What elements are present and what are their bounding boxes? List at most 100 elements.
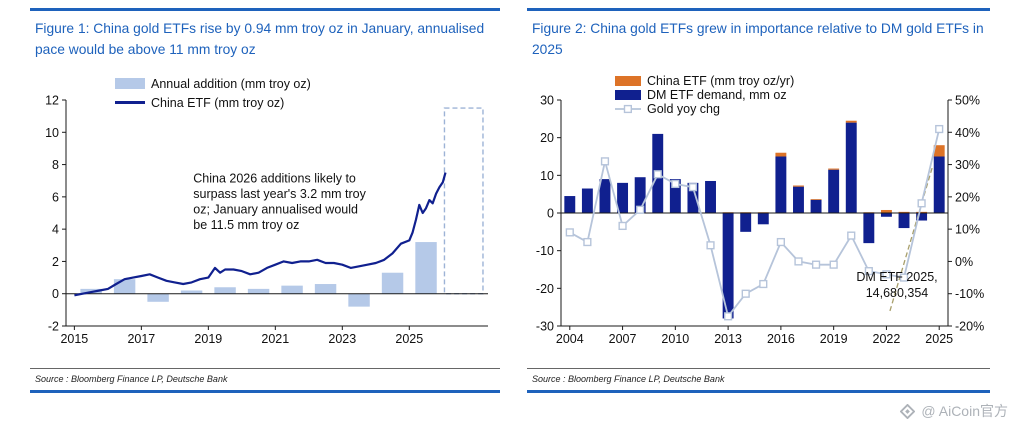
svg-text:30%: 30%: [955, 158, 980, 172]
gold-yoy-marker: [935, 124, 944, 134]
annual-addition-bar: [415, 242, 437, 294]
gold-yoy-marker: [724, 312, 733, 321]
fig2-legend: China ETF (mm troy oz/yr)DM ETF demand, …: [615, 74, 794, 116]
figure-2-source: Source : Bloomberg Finance LP, Deutsche …: [532, 374, 725, 384]
gold-yoy-marker: [759, 279, 768, 289]
figure-2-top-rule: [527, 8, 990, 11]
svg-text:4: 4: [52, 223, 59, 237]
annual-addition-bar: [113, 279, 136, 294]
china-etf-bar: [828, 168, 840, 170]
dm-etf-bar: [863, 213, 875, 244]
gold-yoy-marker: [847, 231, 856, 240]
china-etf-bar: [793, 185, 804, 187]
svg-text:Gold yoy chg: Gold yoy chg: [647, 102, 720, 116]
gold-yoy-marker: [741, 289, 750, 298]
figure-1-top-rule: [30, 8, 500, 11]
svg-text:10: 10: [540, 169, 554, 183]
svg-text:-20: -20: [536, 282, 554, 296]
gold-yoy-marker: [671, 179, 680, 189]
gold-yoy-marker: [829, 260, 838, 269]
svg-text:-2: -2: [48, 320, 59, 334]
figure-1-panel: Figure 1: China gold ETFs rise by 0.94 m…: [30, 8, 500, 393]
dm-etf-bar: [634, 177, 646, 213]
svg-text:20: 20: [540, 131, 554, 145]
figure-2-chart: -30 -20 -10 0 10 20 30 -20% -10% 0% 10% 20% 30% 40% 50…: [536, 74, 984, 347]
dm-etf-bar: [564, 196, 576, 213]
svg-text:20%: 20%: [955, 190, 980, 204]
figure-1-title: Figure 1: China gold ETFs rise by 0.94 m…: [35, 21, 485, 58]
svg-text:-20%: -20%: [955, 320, 984, 334]
svg-text:8: 8: [52, 158, 59, 172]
svg-text:2: 2: [52, 255, 59, 269]
svg-text:DM ETF 2025,: DM ETF 2025,: [856, 270, 937, 284]
svg-text:2007: 2007: [609, 332, 637, 346]
svg-text:10%: 10%: [955, 223, 980, 237]
china-etf-bar: [810, 199, 822, 200]
svg-text:12: 12: [45, 94, 59, 108]
dm-etf-bar: [740, 213, 752, 232]
china-etf-bar: [880, 209, 892, 213]
svg-text:2017: 2017: [127, 332, 155, 346]
dm-etf-bar: [669, 179, 681, 213]
svg-text:0: 0: [52, 287, 59, 301]
aicoin-logo-icon: [900, 403, 916, 419]
svg-text:China 2026 additions likely to: China 2026 additions likely to: [193, 171, 356, 185]
china-etf-bar: [845, 120, 857, 123]
svg-text:-10: -10: [536, 244, 554, 258]
gold-yoy-marker: [794, 257, 803, 266]
gold-yoy-marker: [688, 183, 698, 192]
gold-yoy-marker: [583, 237, 592, 247]
figure-2-title: Figure 2: China gold ETFs grew in import…: [532, 21, 984, 58]
svg-text:2019: 2019: [820, 332, 848, 346]
svg-text:2022: 2022: [873, 332, 901, 346]
fig1-annotation: China 2026 additions likely to surpass la…: [193, 171, 366, 231]
china-etf-bar: [933, 145, 945, 157]
svg-text:2015: 2015: [60, 332, 88, 346]
svg-text:-30: -30: [536, 320, 554, 334]
svg-text:2013: 2013: [714, 332, 742, 346]
dm-etf-bar: [617, 182, 629, 213]
annual-addition-bar: [381, 272, 404, 294]
dm-etf-bar: [916, 213, 928, 221]
watermark-text: @ AiCoin官方: [921, 403, 1008, 419]
gold-yoy-marker: [899, 273, 909, 282]
annual-addition-bar: [214, 287, 236, 294]
dm-etf-bar: [599, 179, 611, 213]
gold-yoy-marker: [776, 237, 785, 247]
svg-text:0%: 0%: [955, 255, 973, 269]
dm-etf-bar: [845, 122, 857, 213]
gold-yoy-marker: [811, 260, 821, 269]
svg-text:DM ETF demand, mm oz: DM ETF demand, mm oz: [647, 88, 787, 102]
dm-etf-bar: [705, 180, 716, 213]
annual-addition-bar: [180, 290, 203, 294]
dm-etf-bar: [898, 213, 910, 229]
china-etf-bar: [916, 211, 928, 213]
china-etf-line: [74, 172, 447, 297]
dm-etf-bar: [722, 213, 734, 319]
dm-etf-bar: [793, 186, 804, 213]
fig2-plot: -30 -20 -10 0 10 20 30 -20% -10% 0% 10% 20% 30% 40% 50…: [536, 94, 984, 347]
svg-text:surpass last year's 3.2 mm tro: surpass last year's 3.2 mm troy: [193, 187, 366, 201]
gold-yoy-marker: [917, 199, 926, 208]
china-etf-bar: [775, 152, 787, 157]
gold-yoy-marker: [706, 241, 715, 250]
gold-yoy-marker: [565, 228, 574, 237]
gold-yoy-marker: [618, 221, 627, 231]
gold-yoy-marker: [600, 157, 610, 166]
gold-yoy-marker: [636, 205, 645, 214]
svg-text:2025: 2025: [925, 332, 953, 346]
gold-yoy-marker: [653, 170, 662, 179]
china-etf-bar: [898, 211, 910, 213]
svg-text:-10%: -10%: [955, 287, 984, 301]
svg-text:2016: 2016: [767, 332, 795, 346]
fig1-legend: Annual addition (mm troy oz) China ETF (m…: [115, 77, 311, 110]
dm-etf-bar: [810, 199, 822, 213]
dm-etf-bar: [933, 156, 945, 213]
svg-text:50%: 50%: [955, 94, 980, 108]
dm-etf-bar: [775, 156, 787, 213]
svg-text:China ETF (mm troy oz): China ETF (mm troy oz): [151, 96, 284, 110]
svg-text:2010: 2010: [661, 332, 689, 346]
svg-text:2004: 2004: [556, 332, 584, 346]
svg-text:oz; January annualised would: oz; January annualised would: [193, 202, 358, 216]
figure-1-chart: -2 0 2 4 6 8 10 12 2015 2017 2019 2021 2023 2025 Annua…: [45, 77, 488, 346]
